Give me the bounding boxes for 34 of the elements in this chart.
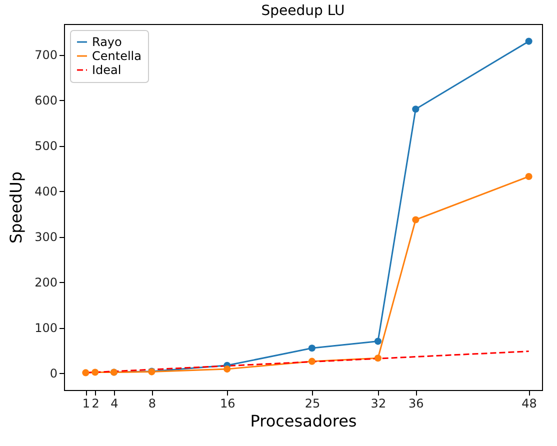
- x-axis-title: Procesadores: [250, 412, 357, 430]
- x-tick-label: 8: [148, 396, 156, 410]
- x-tick-label: 25: [304, 396, 320, 410]
- y-axis-title: SpeedUp: [6, 171, 26, 244]
- point: [374, 354, 382, 362]
- point: [308, 344, 316, 352]
- point: [525, 38, 532, 45]
- y-tick-label: 500: [34, 139, 58, 154]
- point: [92, 368, 99, 376]
- y-tick-label: 200: [34, 276, 58, 290]
- point: [412, 216, 420, 224]
- y-tick-label: 400: [34, 184, 58, 199]
- point: [224, 366, 231, 373]
- legend-label: Ideal: [92, 63, 122, 77]
- point: [82, 369, 90, 376]
- y-tick-label: 600: [34, 94, 58, 108]
- x-tick-label: 4: [110, 396, 118, 410]
- chart-title: Speedup LU: [261, 3, 345, 19]
- y-tick-label: 700: [34, 48, 58, 62]
- point: [525, 172, 532, 180]
- point: [308, 358, 316, 365]
- x-tick-label: 36: [408, 396, 424, 410]
- y-tick-label: 100: [34, 321, 58, 336]
- y-tick-label: 300: [34, 230, 58, 244]
- point: [412, 106, 420, 113]
- legend-label: Rayo: [92, 35, 122, 49]
- x-tick-label: 16: [220, 396, 236, 410]
- x-tick-label: 32: [370, 396, 386, 410]
- legend-label: Centella: [92, 49, 142, 63]
- x-tick-label: 48: [522, 396, 537, 410]
- point: [374, 338, 382, 345]
- x-tick-label: 2: [92, 396, 100, 410]
- y-tick-label: 0: [50, 366, 58, 381]
- x-tick-label: 1: [82, 396, 90, 410]
